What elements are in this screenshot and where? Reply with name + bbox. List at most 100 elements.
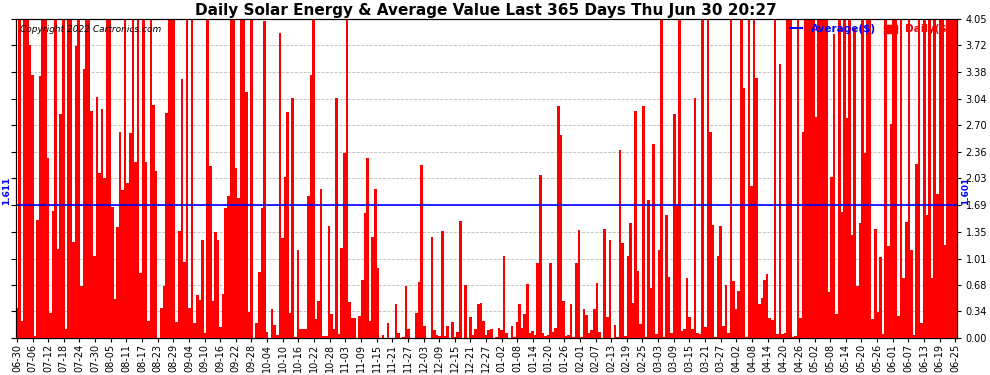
Bar [325,336,328,338]
Bar [382,335,384,338]
Bar [82,69,85,338]
Bar [951,19,954,338]
Bar [162,286,165,338]
Bar [936,194,939,338]
Bar [850,234,853,338]
Bar [799,318,802,338]
Bar [637,271,640,338]
Bar [643,106,644,338]
Bar [619,150,622,338]
Bar [294,337,297,338]
Bar [926,214,929,338]
Bar [37,220,39,338]
Bar [363,213,366,338]
Bar [395,304,397,338]
Bar [895,19,897,338]
Bar [361,280,363,338]
Bar [526,284,529,338]
Bar [421,165,423,338]
Bar [675,204,678,338]
Bar [472,335,474,338]
Bar [890,124,892,338]
Bar [498,328,500,338]
Bar [127,183,129,338]
Bar [338,334,341,338]
Bar [304,329,307,338]
Bar [776,334,779,338]
Bar [897,316,900,338]
Bar [122,190,124,338]
Bar [606,316,609,338]
Bar [717,256,720,338]
Bar [217,240,219,338]
Bar [681,330,683,338]
Bar [686,278,688,338]
Bar [635,111,637,338]
Bar [542,333,545,338]
Bar [738,291,740,338]
Bar [720,226,722,338]
Bar [238,198,240,338]
Bar [95,98,98,338]
Bar [617,337,619,338]
Bar [310,75,312,338]
Bar [436,335,439,338]
Bar [887,246,890,338]
Bar [219,327,222,338]
Bar [109,19,111,338]
Bar [916,164,918,338]
Bar [289,312,291,338]
Bar [506,333,508,338]
Bar [879,256,882,338]
Bar [297,250,299,338]
Bar [810,19,812,338]
Bar [250,19,252,338]
Text: Copyright 2022 Cartronics.com: Copyright 2022 Cartronics.com [21,26,161,34]
Bar [453,337,456,338]
Bar [503,256,506,338]
Bar [487,330,490,338]
Bar [446,326,448,338]
Bar [596,284,598,338]
Bar [145,162,148,338]
Bar [495,337,498,338]
Bar [598,332,601,338]
Bar [402,337,405,338]
Bar [805,19,807,338]
Bar [521,328,524,338]
Bar [183,262,186,338]
Bar [590,330,593,338]
Bar [302,329,304,338]
Bar [704,327,707,338]
Bar [479,303,482,338]
Bar [559,135,562,338]
Bar [812,19,815,338]
Bar [459,222,461,338]
Bar [701,19,704,338]
Bar [67,19,69,338]
Bar [948,19,951,338]
Legend: Average($), Daily($): Average($), Daily($) [790,24,951,34]
Bar [691,328,694,338]
Bar [132,19,135,338]
Bar [861,19,863,338]
Bar [64,329,67,338]
Bar [26,19,29,338]
Bar [199,300,201,338]
Bar [129,133,132,338]
Bar [88,19,90,338]
Bar [485,335,487,338]
Bar [551,332,554,338]
Bar [50,313,51,338]
Bar [665,214,668,338]
Bar [562,302,564,338]
Bar [152,105,154,338]
Bar [766,274,768,338]
Bar [124,19,127,338]
Bar [423,326,426,338]
Bar [85,19,88,338]
Bar [836,314,838,338]
Bar [408,329,410,338]
Bar [786,19,789,338]
Bar [477,304,479,338]
